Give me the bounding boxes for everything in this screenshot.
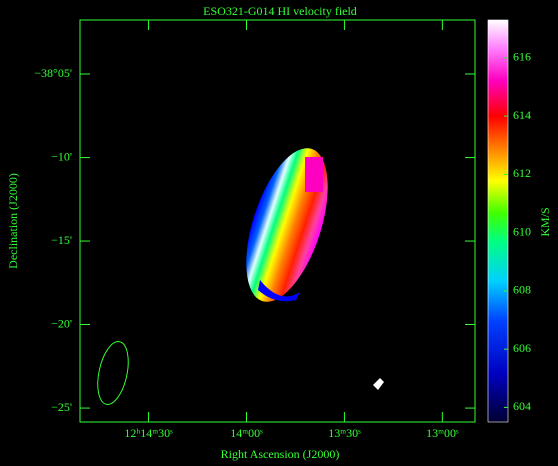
colorbar-tick-label: 616 <box>513 50 531 64</box>
y-tick-label: −15' <box>51 233 72 247</box>
y-tick-label: −25' <box>51 400 72 414</box>
colorbar-tick-label: 610 <box>513 224 531 238</box>
colorbar-tick-label: 604 <box>513 399 531 413</box>
x-tick-label: 14ᵐ00ˢ <box>230 426 263 440</box>
y-tick-label: −38°05' <box>34 66 72 80</box>
colorbar <box>487 19 509 423</box>
galaxy-edge <box>258 280 300 302</box>
colorbar-tick-label: 612 <box>513 166 531 180</box>
y-tick-label: −10' <box>51 149 72 163</box>
colorbar-tick-label: 606 <box>513 341 531 355</box>
galaxy-edge <box>305 157 323 192</box>
x-tick-label: 13ᵐ30ˢ <box>328 426 361 440</box>
colorbar-tick-label: 608 <box>513 283 531 297</box>
beam <box>97 341 129 405</box>
velocity-map <box>246 148 384 390</box>
colorbar-label: KM/S <box>538 207 552 236</box>
y-tick-label: −20' <box>51 316 72 330</box>
colorbar-tick-label: 614 <box>513 108 531 122</box>
noise-blob <box>373 378 384 390</box>
x-tick-label: 12ʰ14ᵐ30ˢ <box>124 426 173 440</box>
plot-frame <box>79 19 476 423</box>
y-axis-label: Declination (J2000) <box>6 173 20 269</box>
x-axis-label: Right Ascension (J2000) <box>221 447 340 461</box>
x-tick-label: 13ᵐ00ˢ <box>426 426 459 440</box>
galaxy <box>246 148 328 302</box>
chart-title: ESO321-G014 HI velocity field <box>203 4 357 18</box>
